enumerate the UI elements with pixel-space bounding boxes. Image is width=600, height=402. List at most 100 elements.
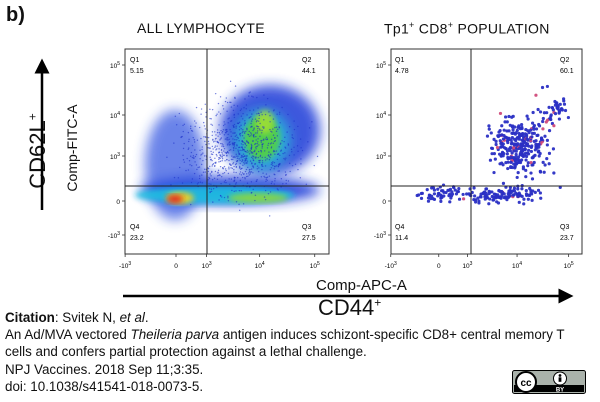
event-dot [305,183,308,185]
event-dot [281,106,283,109]
event-dot [242,118,244,120]
event-dot [532,131,536,135]
event-dot [261,156,263,159]
event-dot [239,159,241,162]
event-dot [202,152,204,154]
event-dot [261,168,263,171]
event-dot [266,138,268,140]
event-dot [226,128,228,131]
event-dot [209,159,212,161]
y-tick-label: -103 [374,231,386,240]
event-dot [545,111,549,115]
event-dot [439,199,443,203]
event-dot [245,175,248,178]
event-dots-right [415,84,571,206]
event-dot [522,147,526,152]
event-dot [212,141,215,143]
event-dot [316,155,319,158]
event-dot [515,143,519,147]
event-dot [199,158,201,160]
event-dot [203,155,206,157]
event-dot [190,125,192,127]
y-tick-label: 0 [116,199,120,206]
event-dot [462,197,466,201]
event-dot [251,151,253,154]
event-dot [233,171,235,173]
event-dot [493,157,497,161]
event-dot [270,130,272,133]
event-dot [211,170,213,173]
event-dot [557,117,561,121]
event-dot [457,186,461,191]
citation-title: An Ad/MVA vectored Theileria parva antig… [5,327,565,360]
event-dot [208,143,210,145]
event-dot [204,168,206,171]
event-dot [265,136,268,139]
event-dot [186,157,188,160]
event-dot [307,141,309,143]
event-dot [265,173,268,175]
event-dot [255,148,257,150]
event-dot [249,186,251,188]
event-dot [263,126,265,128]
event-dot [210,123,212,126]
event-dot [530,144,534,148]
event-dot [524,168,528,172]
event-dot [297,150,299,152]
event-dot [268,155,271,158]
event-dot [216,155,218,157]
event-dot [214,157,216,160]
event-dot [207,167,210,170]
event-dot [231,189,233,192]
event-dot [233,176,236,178]
event-dot [232,138,234,140]
event-dot [193,157,195,159]
event-dot [238,153,240,155]
event-dot [215,186,218,188]
event-dot [514,152,518,157]
event-dot [223,196,226,199]
event-dot [501,191,505,195]
density-blob [228,193,288,203]
event-dot [513,166,517,170]
event-dot [525,133,529,137]
event-dot [217,169,220,172]
event-dot [521,165,525,169]
event-dot [496,193,500,197]
x-marker-label: CD44+ [318,295,382,320]
event-dot [227,139,229,141]
event-dot [494,142,498,147]
event-dot [234,156,236,159]
event-dot [199,149,201,151]
event-dot [279,163,281,165]
event-dot [541,127,545,131]
event-dot [271,181,273,183]
event-dot [209,117,211,120]
event-dot [250,192,253,194]
event-dot [529,128,533,132]
y-tick-label: 0 [382,199,386,206]
event-dot [287,113,289,116]
event-dot [250,181,253,183]
event-dot [255,132,257,134]
event-dot [426,199,431,203]
event-dot [232,147,235,149]
event-dot [225,130,228,132]
event-dot [510,115,514,119]
event-dot [231,143,234,145]
event-dot [273,168,275,170]
event-dot [254,146,257,148]
event-dot [275,150,278,152]
event-dot [526,161,530,165]
event-dot [266,97,269,100]
event-dot [211,159,213,162]
event-dot [254,156,256,158]
event-dot [173,176,176,179]
event-dot [232,163,234,165]
x-tick-label: -103 [385,261,397,270]
event-dot [297,125,299,128]
event-dot [280,186,282,188]
event-dot [269,191,272,193]
event-dot [490,146,495,151]
event-dot [244,150,247,153]
